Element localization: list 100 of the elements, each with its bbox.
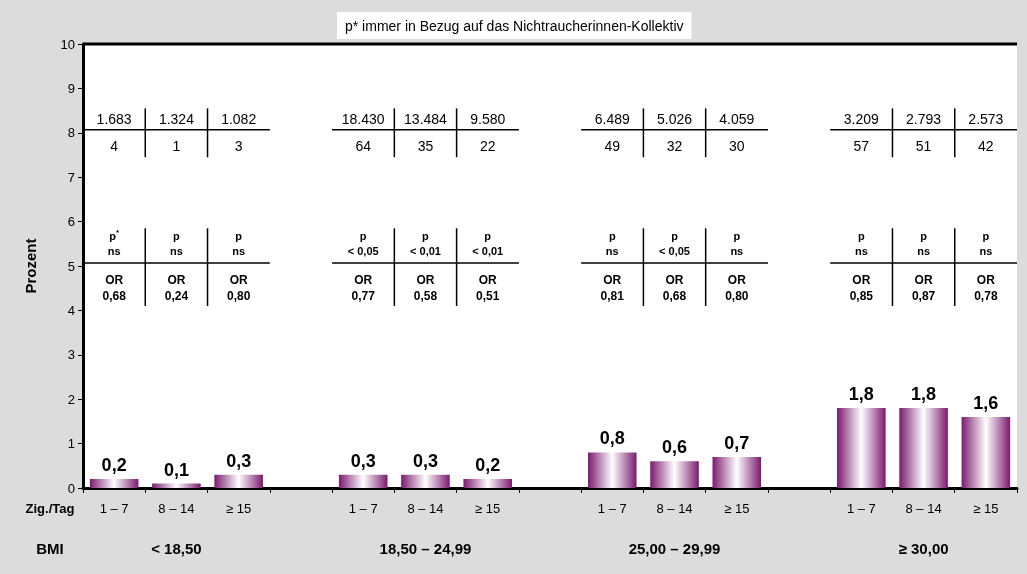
x-tick-label: 1 – 7 xyxy=(846,501,876,516)
data-label: 0,3 xyxy=(412,450,438,471)
annotation: 3.209 xyxy=(843,110,880,127)
annotation: 1.082 xyxy=(221,110,257,127)
annotation: 6.489 xyxy=(594,110,630,127)
annotation: 2.573 xyxy=(968,110,1004,127)
annotation: 42 xyxy=(978,138,994,155)
bar xyxy=(650,461,699,488)
annotation: p < 0,05 xyxy=(659,230,690,258)
annotation: 5.026 xyxy=(657,110,693,127)
y-tick-label: 10 xyxy=(60,36,75,52)
bar xyxy=(401,474,450,488)
annotation: 57 xyxy=(853,138,870,155)
text: ≥ 30,00 xyxy=(898,539,949,557)
data-label: 0,3 xyxy=(226,450,252,471)
bar xyxy=(89,479,139,488)
data-label: 0,2 xyxy=(101,455,127,476)
y-tick-label: 9 xyxy=(67,80,75,96)
x-tick-label: ≥ 15 xyxy=(724,501,750,516)
annotation: 32 xyxy=(666,138,683,155)
annotation: 49 xyxy=(604,138,621,155)
annotation: 2.793 xyxy=(906,110,942,127)
bar xyxy=(899,408,948,488)
x-tick-label: 1 – 7 xyxy=(348,501,378,516)
y-tick-label: 7 xyxy=(67,169,75,185)
y-tick-label: 1 xyxy=(67,436,75,452)
annotation: p < 0,01 xyxy=(410,230,441,258)
text: BMI xyxy=(36,539,64,557)
x-tick-label: 8 – 14 xyxy=(158,501,195,516)
bar xyxy=(338,474,388,488)
y-tick-label: 5 xyxy=(67,258,75,274)
text: 18,50 – 24,99 xyxy=(379,539,472,557)
bar xyxy=(214,474,263,488)
x-tick-label: 8 – 14 xyxy=(905,501,942,516)
annotation: p ns xyxy=(854,230,868,258)
annotation: OR 0,87 xyxy=(911,273,936,304)
data-label: 1,8 xyxy=(911,384,937,405)
annotation: OR 0,24 xyxy=(164,273,189,304)
annotation: OR 0,80 xyxy=(226,273,251,304)
annotation: OR 0,58 xyxy=(413,273,438,304)
annotation: 4.059 xyxy=(719,110,755,127)
annotation: p ns xyxy=(917,230,931,258)
bar xyxy=(712,456,762,488)
chart-title: p* immer in Bezug auf das Nichtraucherinnen-Kollektiv xyxy=(345,18,684,34)
annotation: p < 0,01 xyxy=(472,230,504,258)
x-tick-label: ≥ 15 xyxy=(226,501,252,516)
data-label: 0,8 xyxy=(599,428,625,449)
annotation: p ns xyxy=(232,230,246,258)
annotation: OR 0,78 xyxy=(974,273,998,304)
data-label: 0,1 xyxy=(163,459,189,480)
y-tick-label: 0 xyxy=(67,480,75,496)
bar xyxy=(152,483,201,488)
x-tick-label: ≥ 15 xyxy=(973,501,999,516)
annotation: 22 xyxy=(479,138,496,155)
data-label: 0,3 xyxy=(350,450,376,471)
bar xyxy=(837,408,886,488)
x-tick-label: 1 – 7 xyxy=(597,501,627,516)
x-tick-label: 1 – 7 xyxy=(99,501,129,516)
annotation: 9.580 xyxy=(470,110,506,127)
text: < 18,50 xyxy=(151,539,202,557)
annotation: 13.484 xyxy=(404,110,448,127)
annotation: OR 0,81 xyxy=(600,273,625,304)
x-tick-label: 8 – 14 xyxy=(656,501,693,516)
data-label: 0,7 xyxy=(724,432,750,453)
annotation: p ns xyxy=(169,230,183,258)
annotation: 1 xyxy=(172,138,181,155)
annotation: 64 xyxy=(355,138,372,155)
annotation: p ns xyxy=(730,230,744,258)
annotation: 18.430 xyxy=(341,110,385,127)
x-tick-label: 8 – 14 xyxy=(407,501,444,516)
annotation: 1.683 xyxy=(96,110,132,127)
annotation: 35 xyxy=(417,138,434,155)
text: 25,00 – 29,99 xyxy=(628,539,721,557)
y-tick-label: 2 xyxy=(67,391,75,407)
annotation: 1.324 xyxy=(158,110,195,127)
annotation: OR 0,68 xyxy=(662,273,687,304)
y-tick-label: 3 xyxy=(67,347,75,363)
annotation: 3 xyxy=(234,138,243,155)
data-label: 0,2 xyxy=(475,455,501,476)
bar xyxy=(463,479,513,488)
x-axis-title: Zig./Tag xyxy=(25,500,75,516)
y-tick-label: 4 xyxy=(67,302,75,318)
data-label: 0,6 xyxy=(662,437,688,458)
annotation: OR 0,85 xyxy=(849,273,874,304)
data-label: 1,8 xyxy=(848,384,874,405)
annotation: OR 0,51 xyxy=(476,273,500,304)
annotation: 51 xyxy=(915,138,932,155)
annotation: OR 0,77 xyxy=(351,273,376,304)
annotation: p ns xyxy=(979,230,993,258)
annotation: p < 0,05 xyxy=(347,230,379,258)
annotation: OR 0,68 xyxy=(102,273,127,304)
y-tick-label: 6 xyxy=(67,214,75,230)
annotation: p* ns xyxy=(107,228,121,258)
y-tick-label: 8 xyxy=(67,125,75,141)
annotation: 30 xyxy=(729,138,745,155)
annotation: p ns xyxy=(605,230,619,258)
y-axis-title: Prozent xyxy=(22,238,39,294)
bar xyxy=(587,452,637,488)
annotation: OR 0,80 xyxy=(725,273,749,304)
annotation: 4 xyxy=(110,138,119,155)
